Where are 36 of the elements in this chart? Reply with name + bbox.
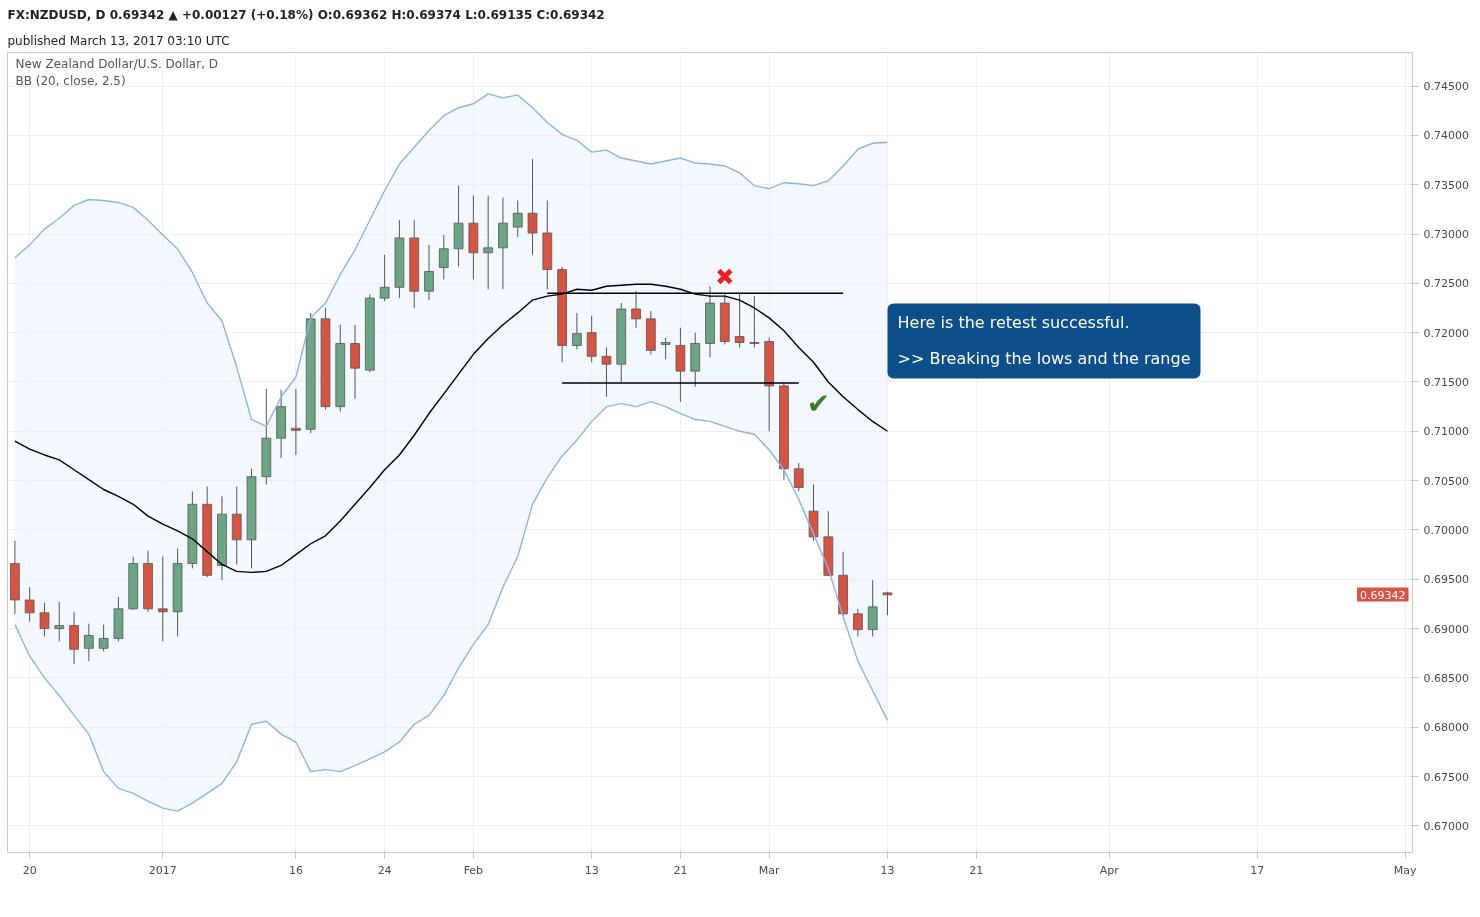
x-tick-label: 21 bbox=[673, 863, 688, 877]
annotation: BB (20, close, 2.5) bbox=[15, 73, 126, 88]
y-tick-label: 0.69500 bbox=[1423, 573, 1469, 587]
annotation: 0.69342 bbox=[1360, 588, 1406, 602]
y-tick-label: 0.73500 bbox=[1423, 178, 1469, 192]
chart-title: FX:NZDUSD, D 0.69342 ▲ +0.00127 (+0.18%) O:0.69362 H:0.69374 L:0.69135 C:0.69342 bbox=[7, 7, 605, 22]
x-tick-label: 13 bbox=[584, 863, 599, 877]
x-tick-label: 2017 bbox=[148, 863, 177, 877]
y-tick-label: 0.67000 bbox=[1423, 819, 1469, 833]
y-tick-label: 0.72500 bbox=[1423, 277, 1469, 291]
x-tick-label: Apr bbox=[1099, 863, 1120, 877]
x-tick-label: 21 bbox=[969, 863, 984, 877]
y-tick-label: 0.72000 bbox=[1423, 326, 1469, 340]
annotation: Here is the retest successful. >> Breaking the lows and the range bbox=[897, 313, 1191, 369]
y-tick-label: 0.68000 bbox=[1423, 721, 1469, 735]
x-tick-label: 24 bbox=[377, 863, 392, 877]
x-tick-label: 20 bbox=[22, 863, 37, 877]
x-tick-label: 16 bbox=[288, 863, 303, 877]
y-tick-label: 0.70500 bbox=[1423, 474, 1469, 488]
y-tick-label: 0.71000 bbox=[1423, 425, 1469, 439]
y-tick-label: 0.70000 bbox=[1423, 523, 1469, 537]
x-tick-label: May bbox=[1393, 863, 1417, 877]
x-tick-label: 17 bbox=[1250, 863, 1265, 877]
x-tick-label: Feb bbox=[463, 863, 484, 877]
chart-subtitle: New Zealand Dollar/U.S. Dollar, D bbox=[15, 56, 218, 71]
y-tick-label: 0.74500 bbox=[1423, 80, 1469, 94]
y-tick-label: 0.68500 bbox=[1423, 671, 1469, 685]
x-tick-label: Mar bbox=[758, 863, 781, 877]
annotation: ✔ bbox=[806, 387, 831, 420]
y-tick-label: 0.71500 bbox=[1423, 375, 1469, 389]
text: published March 13, 2017 03:10 UTC bbox=[7, 33, 230, 48]
y-tick-label: 0.67500 bbox=[1423, 770, 1469, 784]
x-tick-label: 13 bbox=[880, 863, 895, 877]
y-tick-label: 0.73000 bbox=[1423, 228, 1469, 241]
y-tick-label: 0.69000 bbox=[1423, 622, 1469, 636]
y-tick-label: 0.74000 bbox=[1423, 129, 1469, 143]
